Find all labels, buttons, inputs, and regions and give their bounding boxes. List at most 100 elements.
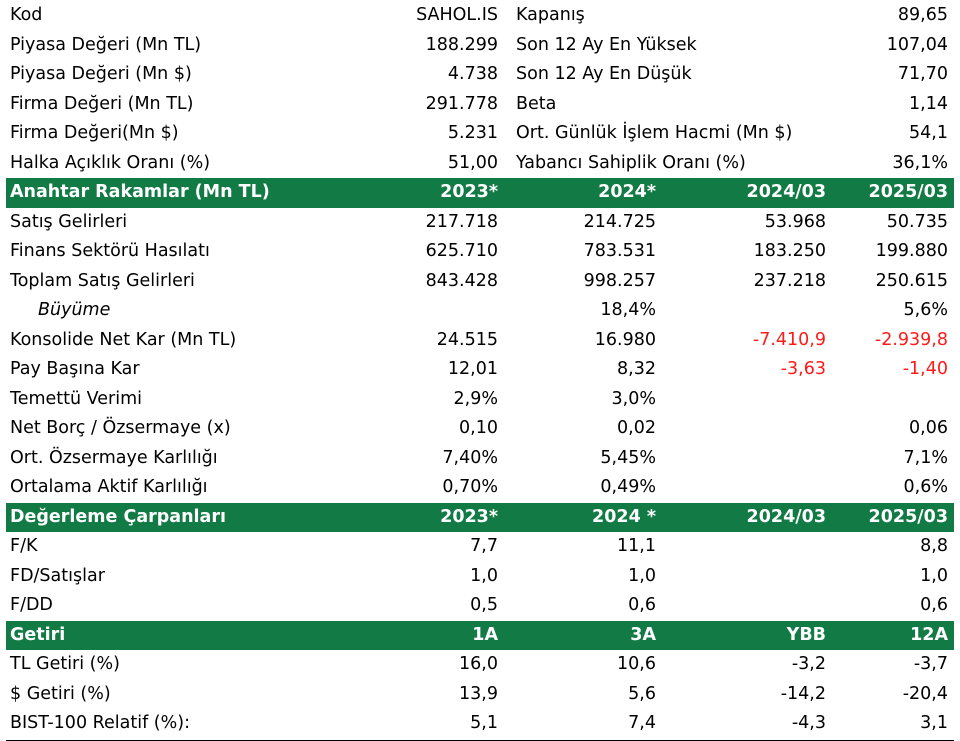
summary-label: Firma Değeri (Mn TL) [10, 93, 194, 114]
summary-row: Halka Açıklık Oranı (%) 51,00 Yabancı Sa… [6, 149, 954, 179]
table-cell: 5,45% [600, 447, 656, 468]
column-header: 2024/03 [746, 182, 826, 202]
summary-value: 188.299 [425, 34, 498, 55]
table-cell: 250.615 [875, 270, 948, 291]
summary-label: Piyasa Değeri (Mn TL) [10, 34, 202, 55]
table-cell: 0,70% [442, 477, 498, 497]
table-cell: -4,3 [791, 713, 826, 733]
table-cell: 16.980 [594, 329, 656, 350]
summary-row: Kod SAHOL.IS Kapanış 89,65 [6, 1, 954, 31]
summary-label-2: Son 12 Ay En Düşük [516, 64, 692, 84]
table-cell: 0,6% [903, 477, 948, 497]
table-cell: 0,5 [470, 595, 498, 615]
table-row: Finans Sektörü Hasılatı 625.710 783.531 … [6, 237, 954, 267]
row-label: F/DD [10, 595, 53, 615]
table-row: Temettü Verimi 2,9% 3,0% [6, 385, 954, 415]
table-cell: 8,8 [920, 536, 948, 556]
table-cell: 1,0 [920, 565, 948, 586]
table-cell: 5,6% [903, 300, 948, 320]
summary-value-2: 107,04 [886, 34, 948, 55]
table-cell: 0,10 [459, 418, 498, 438]
section-title: Anahtar Rakamlar (Mn TL) [10, 182, 270, 202]
section-title: Değerleme Çarpanları [10, 506, 226, 527]
column-header: 2025/03 [868, 182, 948, 202]
table-cell: -14,2 [780, 683, 826, 704]
section-title: Getiri [10, 624, 66, 645]
column-header: 2023* [440, 506, 498, 527]
summary-label: Firma Değeri(Mn $) [10, 123, 179, 143]
table-row: $ Getiri (%) 13,9 5,6 -14,2 -20,4 [6, 680, 954, 710]
table-cell: 3,1 [920, 713, 948, 733]
summary-row: Piyasa Değeri (Mn TL) 188.299 Son 12 Ay … [6, 31, 954, 61]
summary-value-2: 89,65 [897, 5, 948, 25]
row-label: TL Getiri (%) [10, 654, 120, 674]
table-cell: 1,0 [470, 565, 498, 586]
summary-value-2: 36,1% [892, 152, 948, 173]
summary-value: 51,00 [447, 152, 498, 173]
column-header: 2025/03 [868, 506, 948, 527]
row-label: Temettü Verimi [10, 388, 143, 409]
summary-row: Firma Değeri(Mn $) 5.231 Ort. Günlük İşl… [6, 119, 954, 149]
table-row: TL Getiri (%) 16,0 10,6 -3,2 -3,7 [6, 650, 954, 680]
row-label: Toplam Satış Gelirleri [10, 270, 195, 291]
summary-value-2: 1,14 [909, 93, 948, 114]
table-row: F/DD 0,5 0,6 0,6 [6, 591, 954, 621]
table-cell: 237.218 [753, 270, 826, 291]
summary-label-2: Son 12 Ay En Yüksek [516, 34, 697, 55]
table-cell: 3,0% [611, 388, 656, 409]
row-label: Büyüme [38, 300, 111, 320]
table-cell: 5,1 [470, 713, 498, 733]
row-label: $ Getiri (%) [10, 683, 111, 704]
table-cell: 7,4 [628, 713, 656, 733]
column-header: 2024* [598, 182, 656, 202]
row-label: Ortalama Aktif Karlılığı [10, 477, 208, 497]
table-cell: 18,4% [600, 300, 656, 320]
table-cell: 11,1 [617, 536, 656, 556]
table-row: Satış Gelirleri 217.718 214.725 53.968 5… [6, 208, 954, 238]
table-cell-negative: -3,63 [780, 359, 826, 379]
table-row: Ort. Özsermaye Karlılığı 7,40% 5,45% 7,1… [6, 444, 954, 474]
summary-value: 4.738 [447, 64, 498, 84]
table-cell: 214.725 [583, 211, 656, 232]
valuation-header: Değerleme Çarpanları 2023* 2024 * 2024/0… [6, 502, 954, 532]
summary-value: SAHOL.IS [416, 5, 498, 25]
table-cell: 13,9 [459, 683, 498, 704]
summary-label-2: Yabancı Sahiplik Oranı (%) [516, 152, 746, 173]
row-label: F/K [10, 536, 38, 556]
summary-label-2: Ort. Günlük İşlem Hacmi (Mn $) [516, 123, 793, 143]
table-cell: 5,6 [628, 683, 656, 704]
table-cell: 0,6 [628, 595, 656, 615]
key-figures-header: Anahtar Rakamlar (Mn TL) 2023* 2024* 202… [6, 178, 954, 208]
table-cell: 217.718 [425, 211, 498, 232]
table-row: FD/Satışlar 1,0 1,0 1,0 [6, 562, 954, 592]
table-cell: 12,01 [447, 359, 498, 379]
summary-row: Piyasa Değeri (Mn $) 4.738 Son 12 Ay En … [6, 60, 954, 90]
summary-value-2: 54,1 [909, 123, 948, 143]
table-cell: 0,06 [909, 418, 948, 438]
row-label: Konsolide Net Kar (Mn TL) [10, 329, 237, 350]
table-row: BIST-100 Relatif (%): 5,1 7,4 -4,3 3,1 [6, 709, 954, 741]
table-cell: 7,1% [903, 447, 948, 468]
table-row: Konsolide Net Kar (Mn TL) 24.515 16.980 … [6, 326, 954, 356]
table-cell: 7,7 [470, 536, 498, 556]
row-label: BIST-100 Relatif (%): [10, 713, 190, 733]
summary-row: Firma Değeri (Mn TL) 291.778 Beta 1,14 [6, 90, 954, 120]
table-cell: 0,6 [920, 595, 948, 615]
table-cell: 24.515 [436, 329, 498, 350]
stock-summary-table: Kod SAHOL.IS Kapanış 89,65 Piyasa Değeri… [6, 1, 954, 741]
row-label: Net Borç / Özsermaye (x) [10, 418, 231, 438]
table-row: F/K 7,7 11,1 8,8 [6, 532, 954, 562]
table-cell: 0,02 [617, 418, 656, 438]
row-label: Finans Sektörü Hasılatı [10, 241, 210, 261]
column-header: 2024 * [592, 506, 656, 527]
column-header: YBB [786, 624, 826, 645]
column-header: 3A [630, 624, 656, 645]
summary-label: Kod [10, 5, 43, 25]
summary-value-2: 71,70 [897, 64, 948, 84]
summary-value: 5.231 [447, 123, 498, 143]
table-row: Net Borç / Özsermaye (x) 0,10 0,02 0,06 [6, 414, 954, 444]
summary-label-2: Kapanış [516, 5, 585, 25]
table-cell: 625.710 [425, 241, 498, 261]
summary-value: 291.778 [425, 93, 498, 114]
table-cell: 16,0 [459, 654, 498, 674]
